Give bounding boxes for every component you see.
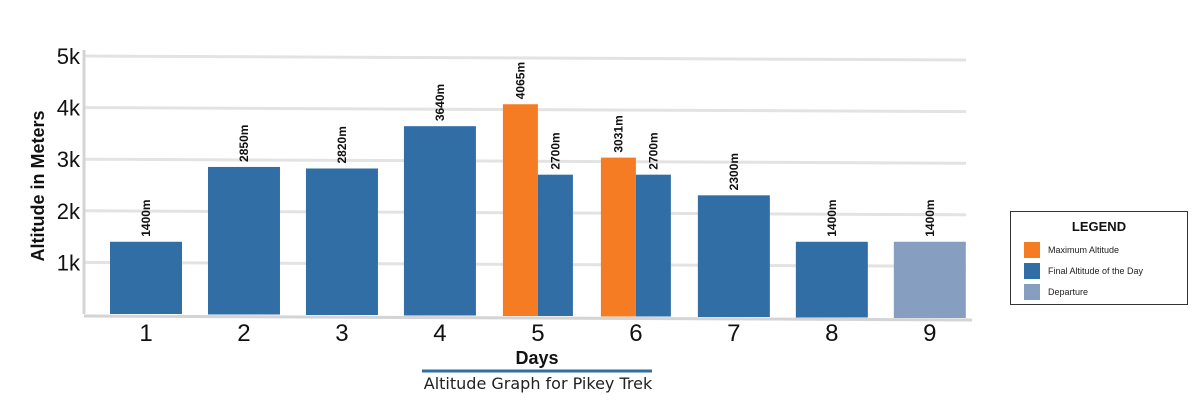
bar-value-label: 3640m — [433, 84, 447, 121]
y-tick-label: 3k — [57, 147, 81, 172]
y-tick-labels: 1k 2k 3k 4k 5k — [57, 44, 81, 275]
bar-value-label: 2820m — [335, 126, 349, 163]
x-tick-label: 9 — [923, 320, 936, 347]
x-tick-labels: 1 2 3 4 5 6 7 8 9 — [139, 320, 936, 347]
legend: LEGEND Maximum Altitude Final Altitude o… — [1010, 211, 1188, 305]
x-tick-label: 2 — [237, 320, 250, 347]
legend-swatch-maximum-altitude — [1024, 242, 1040, 258]
bar-value-label: 2300m — [727, 153, 741, 190]
legend-title: LEGEND — [1071, 219, 1127, 234]
bar-day-3-final-altitude-of-the-day — [305, 168, 378, 315]
bar-value-label: 4065m — [513, 62, 527, 99]
bar-day-6-maximum-altitude — [600, 157, 636, 317]
y-tick-label: 4k — [57, 96, 81, 121]
y-axis-title: Altitude in Meters — [28, 110, 48, 261]
legend-item-final-altitude: Final Altitude of the Day — [1024, 263, 1143, 279]
bar-value-label: 1400m — [825, 199, 839, 236]
bar-day-8-final-altitude-of-the-day — [795, 241, 868, 318]
gridline — [83, 54, 967, 62]
bar-value-label: 1400m — [923, 199, 937, 236]
bar-value-label: 1400m — [139, 199, 153, 236]
y-tick-label: 2k — [57, 199, 81, 224]
bar-day-5-final-altitude-of-the-day — [537, 174, 573, 316]
x-tick-label: 8 — [825, 320, 838, 347]
y-tick-label: 5k — [57, 44, 81, 69]
legend-swatch-departure — [1024, 284, 1040, 300]
legend-swatch-final-altitude — [1024, 263, 1040, 279]
legend-item-maximum-altitude: Maximum Altitude — [1024, 242, 1119, 258]
x-tick-label: 4 — [433, 320, 446, 347]
legend-label-departure: Departure — [1048, 287, 1089, 297]
legend-label-maximum-altitude: Maximum Altitude — [1048, 245, 1120, 255]
bars: 1400m 2850m 2820m 3640m 4065m 2700m 3031m 2700m… — [110, 62, 966, 318]
bar-day-5-maximum-altitude — [502, 104, 538, 316]
x-axis-line — [83, 314, 973, 322]
bar-day-6-final-altitude-of-the-day — [635, 174, 671, 317]
x-axis-title: Days — [515, 348, 558, 368]
x-tick-label: 5 — [531, 320, 544, 347]
legend-label-final-altitude: Final Altitude of the Day — [1048, 266, 1144, 276]
x-tick-label: 7 — [727, 320, 740, 347]
axes — [82, 50, 973, 322]
legend-item-departure: Departure — [1024, 284, 1088, 300]
bar-value-label: 2700m — [646, 132, 660, 169]
bar-value-label: 2700m — [548, 132, 562, 169]
chart-caption: Altitude Graph for Pikey Trek — [424, 374, 653, 393]
bar-value-label: 3031m — [611, 115, 625, 152]
x-tick-label: 6 — [629, 320, 642, 347]
y-tick-label: 1k — [57, 250, 81, 275]
bar-day-9-departure — [893, 241, 966, 318]
bar-value-label: 2850m — [237, 125, 251, 162]
bar-day-7-final-altitude-of-the-day — [697, 195, 770, 317]
bar-day-1-final-altitude-of-the-day — [110, 241, 182, 314]
x-tick-label: 3 — [335, 320, 348, 347]
x-tick-label: 1 — [139, 320, 152, 347]
bar-day-4-final-altitude-of-the-day — [403, 126, 476, 316]
bar-day-2-final-altitude-of-the-day — [207, 166, 280, 315]
